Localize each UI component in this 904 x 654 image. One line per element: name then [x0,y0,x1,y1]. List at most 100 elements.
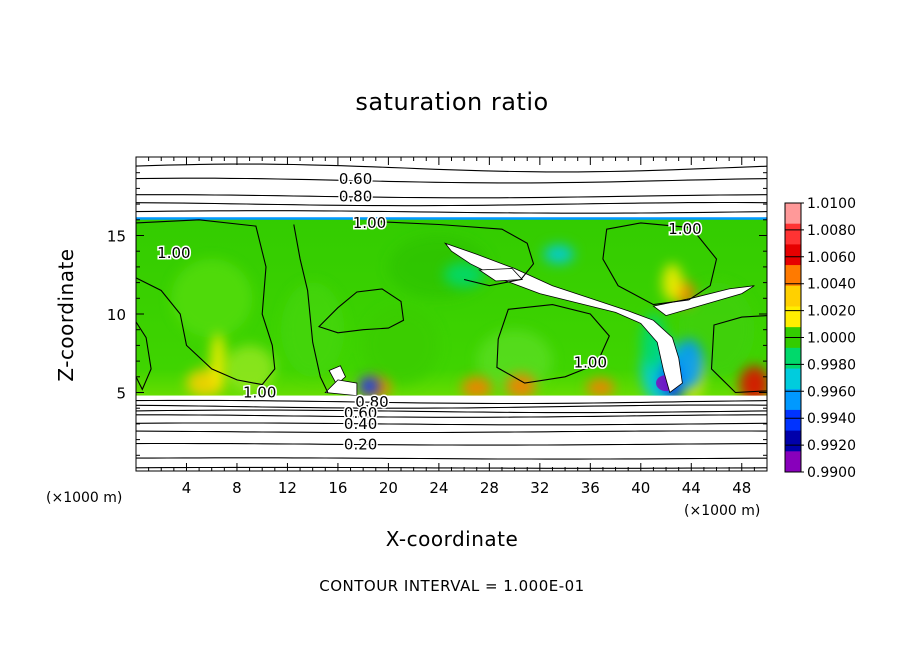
y-tick-label: 10 [107,306,126,324]
contour-label: 0.80 [355,393,388,411]
x-axis-label: X-coordinate [385,527,519,551]
contour-label: 0.20 [344,435,377,453]
contour-line [136,409,767,414]
x-units-label-right: (×1000 m) [684,503,761,519]
colorbar-label: 1.0000 [807,331,856,347]
x-tick-label: 20 [379,479,398,497]
colorbar-label: 1.0060 [807,250,856,266]
colorbar-label: 1.0020 [807,304,856,320]
x-tick-label: 16 [328,479,347,497]
colorbar-swatch [785,409,801,432]
contour-line [373,220,535,287]
upper-dry-layer [136,157,767,219]
x-tick-label: 32 [530,479,549,497]
warm-streak [461,376,492,399]
colorbar-label: 1.0040 [807,277,856,293]
x-tick-label: 44 [682,479,701,497]
contour-line [710,315,767,394]
saturation-field [136,157,767,471]
dry-region [478,268,524,282]
contour-line [136,163,767,173]
warm-streak [210,332,226,390]
contour-label: 1.00 [574,354,607,372]
colorbar-label: 0.9920 [807,438,856,454]
field-patch [363,306,439,385]
contour-lines [136,163,767,469]
dry-region [328,365,346,386]
contour-label: 0.80 [339,187,372,205]
contour-line [136,414,767,418]
y-axis-label: Z-coordinate [54,248,78,382]
colorbar-swatch [785,451,801,473]
colorbar-label: 0.9900 [807,465,856,481]
colorbar-swatch [785,244,801,266]
colorbar-swatch [785,265,801,287]
colorbar-swatch [785,223,801,245]
field-patch [224,345,275,393]
warm-streak [505,373,537,399]
colorbar-swatch [785,347,801,370]
contour-line [136,177,767,184]
contour-line [136,457,767,460]
colorbar-label: 0.9940 [807,411,856,427]
x-tick-label: 8 [232,479,242,497]
contour-line [136,442,767,446]
colorbar-swatch [785,389,801,411]
cold-zone [359,376,380,396]
contour-line [496,304,610,384]
contour-label: 1.00 [157,244,190,262]
y-axis-ticks: 5 10 15 [107,172,767,456]
contour-line [136,201,767,207]
cold-zone [543,244,574,264]
contour-label: 0.40 [344,415,377,433]
contour-line [136,422,767,426]
warm-streak [739,365,767,404]
contour-line [136,430,767,434]
colorbar-label: 0.9960 [807,384,856,400]
field-patch [281,282,345,377]
dry-region [652,285,755,317]
contour-line [136,210,767,214]
x-tick-label: 48 [732,479,751,497]
x-tick-label: 12 [278,479,297,497]
contour-line [136,219,276,386]
contour-line [136,404,767,409]
contour-label: 1.00 [353,214,386,232]
colorbar-label: 1.0080 [807,223,856,239]
dry-region [444,242,683,394]
colorbar-swatch [785,203,801,225]
colorbar-swatch [785,285,801,307]
contour-label: 0.60 [339,170,372,188]
colorbar: 1.0100 1.0080 1.0060 1.0040 1.0020 1.0000 0.99… [784,196,856,481]
colorbar-label: 1.0100 [807,196,856,212]
y-tick-label: 5 [116,385,126,403]
chart-title: saturation ratio [355,88,549,116]
y-tick-label: 15 [107,228,126,246]
warm-streak [662,263,683,302]
top-edge-band [136,217,767,220]
warm-streak [586,378,615,398]
contour-line [293,224,329,393]
x-tick-label: 24 [429,479,448,497]
colorbar-swatch [785,430,801,452]
colorbar-swatch [785,368,801,390]
contour-interval-note: CONTOUR INTERVAL = 1.000E-01 [319,577,585,595]
contour-label: 0.60 [344,404,377,422]
contour-labels: 0.600.801.00 1.001.001.001.000.800.600.40… [156,168,704,454]
field-patch [171,259,253,338]
cold-zone [443,262,485,288]
contour-line [136,194,767,199]
contour-line [136,321,152,391]
contour-line [136,399,767,405]
colorbar-label: 0.9980 [807,357,856,373]
colorbar-swatch [785,306,801,328]
field-patch [476,329,553,393]
contour-label: 1.00 [243,384,276,402]
dry-region [324,379,358,397]
x-units-label: (×1000 m) [46,490,123,506]
x-tick-label: 28 [480,479,499,497]
contour-line [317,288,405,334]
contour-label: 1.00 [668,220,701,238]
contour-line [602,222,718,306]
